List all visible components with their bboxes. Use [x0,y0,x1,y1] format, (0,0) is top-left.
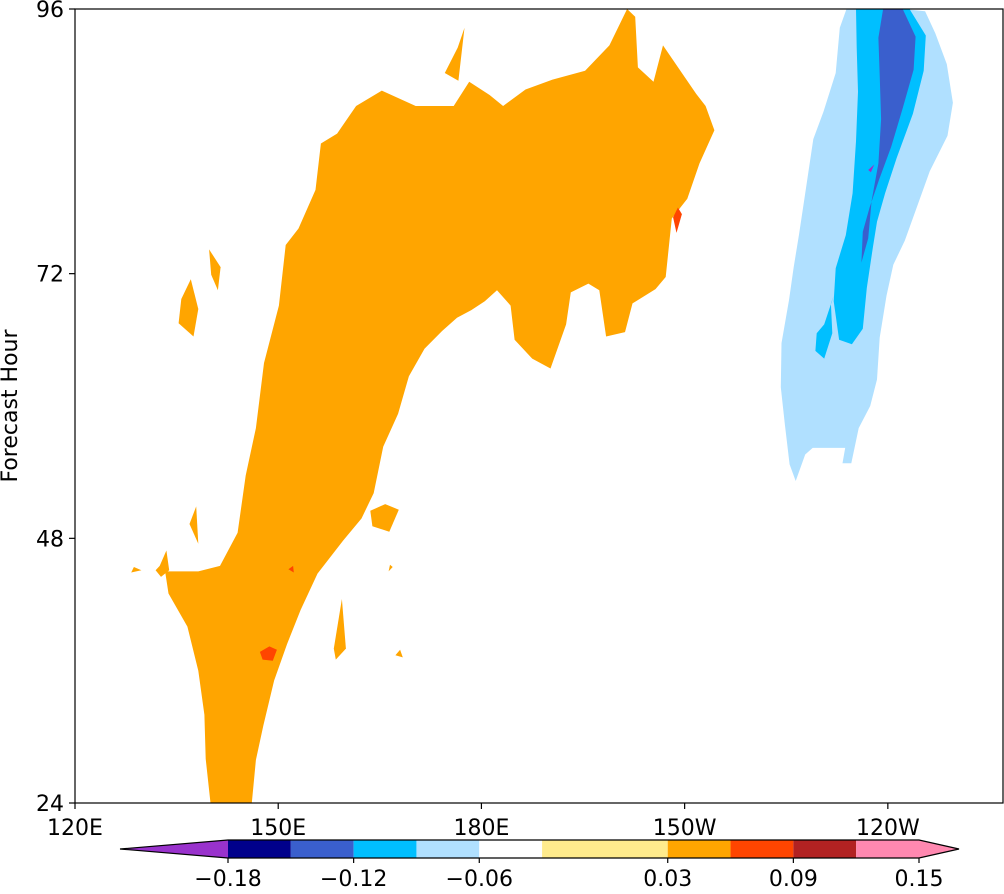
colorbar-segment [479,840,543,858]
colorbar-segment [856,840,919,858]
colorbar-segment [730,840,794,858]
contour-region-positive-core-3 [288,565,294,573]
colorbar-segment [353,840,417,858]
colorbar-segment [416,840,480,858]
contour-region-positive-island-8 [395,649,403,658]
colorbar-extend-min [120,840,228,858]
colorbar-segment [793,840,857,858]
colorbar-extend-max [919,840,959,858]
contour-region-positive-island-2 [209,249,221,291]
x-tick-label: 150E [250,816,306,841]
y-tick-label: 24 [36,792,64,817]
contour-region-positive-island-9 [131,567,142,573]
colorbar-segment [290,840,354,858]
colorbar-segment [542,840,668,858]
contour-region-positive-island-10 [388,564,393,572]
x-tick-label: 150W [653,816,717,841]
colorbar-tick-label: 0.15 [895,867,944,892]
contour-region-negative-island-1 [744,648,750,658]
contour-region-negative-extreme-1 [861,9,916,263]
contour-region-positive-core-2 [673,207,682,233]
x-tick-label: 120E [47,816,103,841]
contour-region-positive-core-1 [259,646,277,661]
colorbar-tick-label: 0.09 [769,867,818,892]
y-axis: 24 48 72 96 [36,0,75,817]
contour-region-positive-island-1 [178,279,199,337]
colorbar-tick-label: 0.03 [643,867,692,892]
colorbar: −0.18 −0.12 −0.06 0.03 0.09 0.15 [119,839,960,892]
contour-region-positive-island-6 [444,27,465,81]
colorbar-tick-label: −0.06 [446,867,513,892]
colorbar-tick-label: −0.12 [320,867,387,892]
contour-region-positive-island-4 [189,506,199,544]
plot-frame [74,8,1004,804]
contour-regions [131,9,1003,803]
x-tick-label: 180E [453,816,509,841]
y-tick-label: 72 [36,263,64,288]
x-tick-label: 120W [856,816,920,841]
y-axis-label: Forecast Hour [0,329,23,483]
contour-region-positive-band-main [165,9,715,803]
colorbar-tick-label: −0.18 [194,867,261,892]
colorbar-segment [667,840,731,858]
y-tick-label: 96 [36,0,64,23]
y-tick-label: 48 [36,527,64,552]
contour-region-negative-extreme-2 [868,164,875,173]
contour-region-positive-island-5 [155,550,170,577]
x-axis: 120E 150E 180E 150W 120W [47,803,920,841]
plot-area [74,8,1004,804]
colorbar-segment [228,840,291,858]
contour-region-negative-core-2 [815,295,834,359]
contour-region-positive-island-7 [333,599,346,660]
contour-region-positive-island-3 [370,504,399,532]
